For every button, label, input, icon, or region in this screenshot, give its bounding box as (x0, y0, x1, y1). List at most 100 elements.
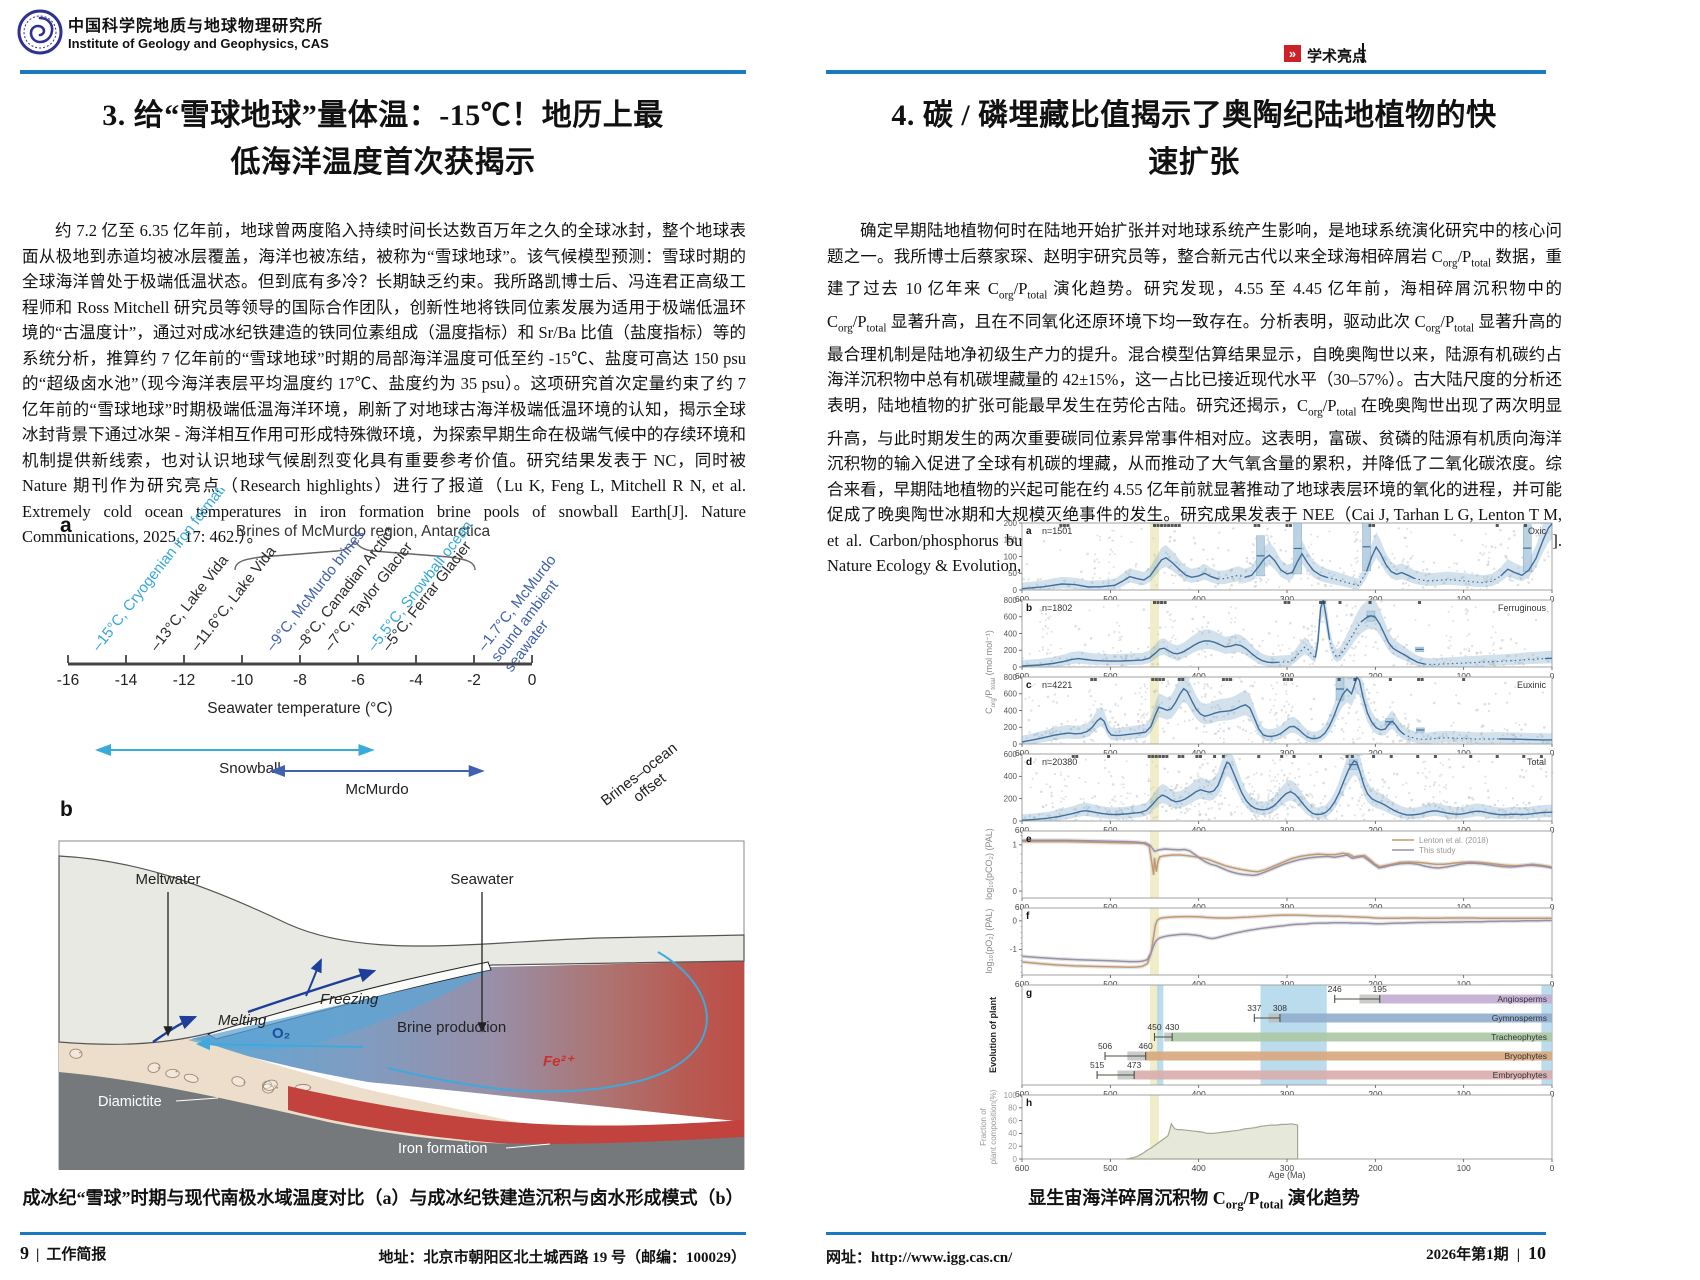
iron-formation-layer (288, 1086, 744, 1145)
institute-name-en: Institute of Geology and Geophysics, CAS (68, 36, 329, 51)
svg-text:100: 100 (1457, 825, 1471, 835)
svg-text:This study: This study (1419, 846, 1455, 855)
header-rule-left (20, 70, 746, 74)
svg-text:0: 0 (1013, 1155, 1018, 1164)
svg-text:100: 100 (1457, 594, 1471, 604)
svg-text:n=1501: n=1501 (1042, 526, 1072, 536)
svg-text:400: 400 (1192, 902, 1206, 912)
svg-text:500: 500 (1103, 671, 1117, 681)
article-4-title-line1: 4. 碳 / 磷埋藏比值揭示了奥陶纪陆地植物的快 (891, 99, 1497, 132)
svg-text:337: 337 (1247, 1003, 1261, 1013)
institute-name-cn: 中国科学院地质与地球物理研究所 (68, 18, 324, 35)
svg-text:50: 50 (1008, 569, 1017, 578)
svg-text:100: 100 (1004, 1091, 1018, 1100)
svg-text:-10: -10 (231, 672, 254, 689)
svg-text:c: c (1026, 680, 1032, 691)
footer-site-prefix: 网址： (826, 1250, 872, 1266)
svg-text:0: 0 (1550, 1089, 1555, 1099)
svg-text:Fraction of: Fraction of (980, 1107, 988, 1146)
svg-text:1: 1 (1013, 841, 1018, 850)
svg-text:Tracheophytes: Tracheophytes (1491, 1032, 1547, 1042)
article-4-title-line2: 速扩张 (1148, 146, 1240, 179)
svg-text:400: 400 (1192, 1089, 1206, 1099)
section-divider (1362, 43, 1364, 63)
svg-text:plant composition(%): plant composition(%) (989, 1089, 998, 1164)
footer-rule-left (20, 1232, 746, 1235)
svg-text:200: 200 (1368, 825, 1382, 835)
svg-text:0: 0 (1550, 748, 1555, 758)
figure-brine-model: Meltwater Seawater Melting Freezing O₂ B… (58, 840, 745, 1175)
footer-right: 2026年第1期 | 10 (1246, 1243, 1546, 1264)
svg-text:0: 0 (1550, 594, 1555, 604)
svg-text:400: 400 (1004, 772, 1018, 781)
svg-text:300: 300 (1280, 902, 1294, 912)
svg-text:100: 100 (1004, 552, 1018, 561)
svg-text:0: 0 (1013, 917, 1018, 926)
svg-text:506: 506 (1098, 1041, 1112, 1051)
footer-address: 地址：北京市朝阳区北土城西路 19 号（邮编：100029） (378, 1250, 746, 1266)
svg-text:200: 200 (1004, 646, 1018, 655)
brine-gradient-zone (186, 961, 744, 1122)
diamictite-bedrock (59, 1072, 744, 1170)
svg-text:log₁₀(pO₂) (PAL): log₁₀(pO₂) (PAL) (984, 908, 994, 973)
svg-text:Bryophytes: Bryophytes (1504, 1051, 1547, 1061)
svg-text:500: 500 (1103, 748, 1117, 758)
footer-website: 网址：http://www.igg.cas.cn/ (826, 1246, 1012, 1267)
melting-arrow (152, 1015, 198, 1043)
svg-text:600: 600 (1015, 1163, 1029, 1173)
svg-text:0: 0 (1550, 1163, 1555, 1173)
svg-text:n=1802: n=1802 (1042, 603, 1072, 613)
svg-text:600: 600 (1015, 1089, 1029, 1099)
svg-text:Corg/Ptotal (mol mol⁻¹): Corg/Ptotal (mol mol⁻¹) (984, 630, 997, 714)
svg-text:400: 400 (1192, 671, 1206, 681)
svg-text:McMurdo: McMurdo (345, 781, 408, 798)
svg-text:a: a (60, 514, 72, 537)
svg-text:0: 0 (1550, 825, 1555, 835)
svg-text:400: 400 (1004, 629, 1018, 638)
svg-text:0: 0 (1550, 671, 1555, 681)
svg-text:Snowball: Snowball (219, 760, 281, 777)
panel-a: 0 50 100 150 200 a n=1501 Oxic 600 500 400 300 200 10… (1004, 519, 1555, 604)
article-4-title: 4. 碳 / 磷埋藏比值揭示了奥陶纪陆地植物的快 速扩张 (826, 92, 1562, 186)
panel-g: 246 195 Angiosperms 337 308 Gymnosperms 450 430… (1015, 984, 1555, 1099)
svg-text:400: 400 (1192, 1163, 1206, 1173)
return-flow-arrow (196, 1038, 364, 1051)
svg-text:-8: -8 (293, 672, 307, 689)
svg-text:-16: -16 (57, 672, 79, 689)
svg-text:400: 400 (1192, 748, 1206, 758)
footer-right-divider: | (1516, 1247, 1520, 1263)
svg-text:200: 200 (1368, 1163, 1382, 1173)
svg-text:0: 0 (528, 672, 537, 689)
svg-text:0: 0 (1013, 817, 1018, 826)
seawater-label: Seawater (450, 871, 513, 888)
freezing-label: Freezing (320, 991, 379, 1008)
meltwater-label: Meltwater (135, 871, 200, 888)
svg-text:300: 300 (1280, 671, 1294, 681)
svg-text:d: d (1026, 757, 1032, 768)
svg-text:200: 200 (1368, 1089, 1382, 1099)
section-label: 学术亮点 (1307, 48, 1368, 65)
svg-text:600: 600 (1015, 594, 1029, 604)
svg-text:300: 300 (1280, 594, 1294, 604)
svg-text:Embryophytes: Embryophytes (1493, 1070, 1547, 1080)
svg-text:600: 600 (1015, 979, 1029, 989)
svg-text:80: 80 (1008, 1104, 1017, 1113)
fe-label: Fe²⁺ (543, 1053, 576, 1070)
svg-text:-14: -14 (115, 672, 138, 689)
svg-text:e: e (1026, 834, 1032, 845)
svg-text:40: 40 (1008, 1129, 1017, 1138)
svg-text:0: 0 (1013, 663, 1018, 672)
svg-text:473: 473 (1127, 1060, 1141, 1070)
svg-text:100: 100 (1457, 1163, 1471, 1173)
svg-text:Total: Total (1527, 757, 1546, 767)
svg-text:-2: -2 (467, 672, 481, 689)
svg-text:600: 600 (1004, 613, 1018, 622)
svg-text:800: 800 (1004, 596, 1018, 605)
oxygen-label: O₂ (272, 1025, 290, 1042)
svg-text:500: 500 (1103, 594, 1117, 604)
svg-text:-4: -4 (409, 672, 423, 689)
header-rule-right (826, 70, 1546, 74)
